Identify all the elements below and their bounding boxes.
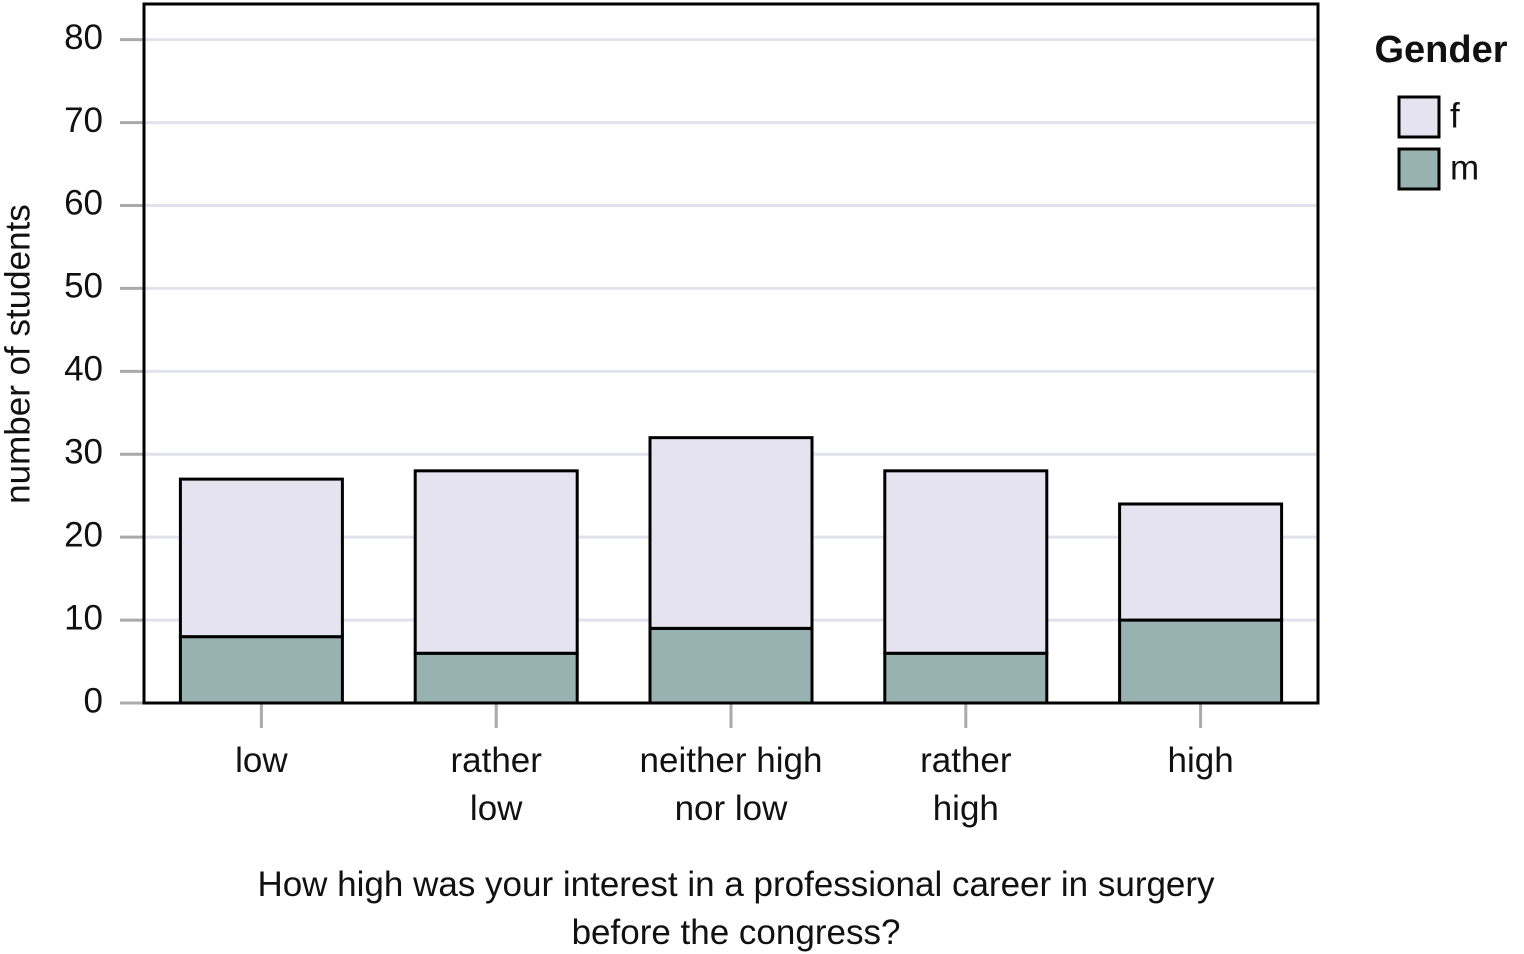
x-tick-label: low (235, 741, 288, 780)
y-tick-label: 70 (64, 101, 103, 140)
y-tick-label: 20 (64, 515, 103, 554)
bar-segment (1118, 502, 1284, 622)
y-tick-label: 40 (64, 350, 103, 389)
x-tick-label: neither high nor low (640, 741, 823, 828)
y-tick-label: 80 (64, 18, 103, 57)
bar-segment (648, 436, 814, 630)
legend-swatch (1397, 95, 1441, 139)
bar-segment (178, 635, 344, 705)
y-tick-label: 50 (64, 267, 103, 306)
y-tick-label: 0 (84, 681, 103, 720)
x-axis-label: How high was your interest in a professi… (257, 865, 1215, 952)
x-tick-label: high (1168, 741, 1234, 780)
bar-segment (413, 469, 579, 655)
y-tick-label: 60 (64, 184, 103, 223)
plot-frame (142, 2, 1320, 705)
y-axis-label: number of students (0, 204, 37, 504)
legend-label: m (1450, 148, 1479, 187)
bar-segment (648, 626, 814, 705)
legend-label: f (1450, 96, 1460, 135)
x-tick-label: rather high (920, 741, 1012, 828)
y-tick-label: 30 (64, 432, 103, 471)
bar-segment (883, 651, 1049, 705)
legend-swatch (1397, 147, 1441, 191)
legend-title: Gender (1374, 29, 1507, 71)
bar-segment (178, 477, 344, 639)
y-tick-label: 10 (64, 598, 103, 637)
bar-segment (413, 651, 579, 705)
bar-segment (1118, 618, 1284, 705)
bar-segment (883, 469, 1049, 655)
x-tick-label: rather low (450, 741, 542, 828)
